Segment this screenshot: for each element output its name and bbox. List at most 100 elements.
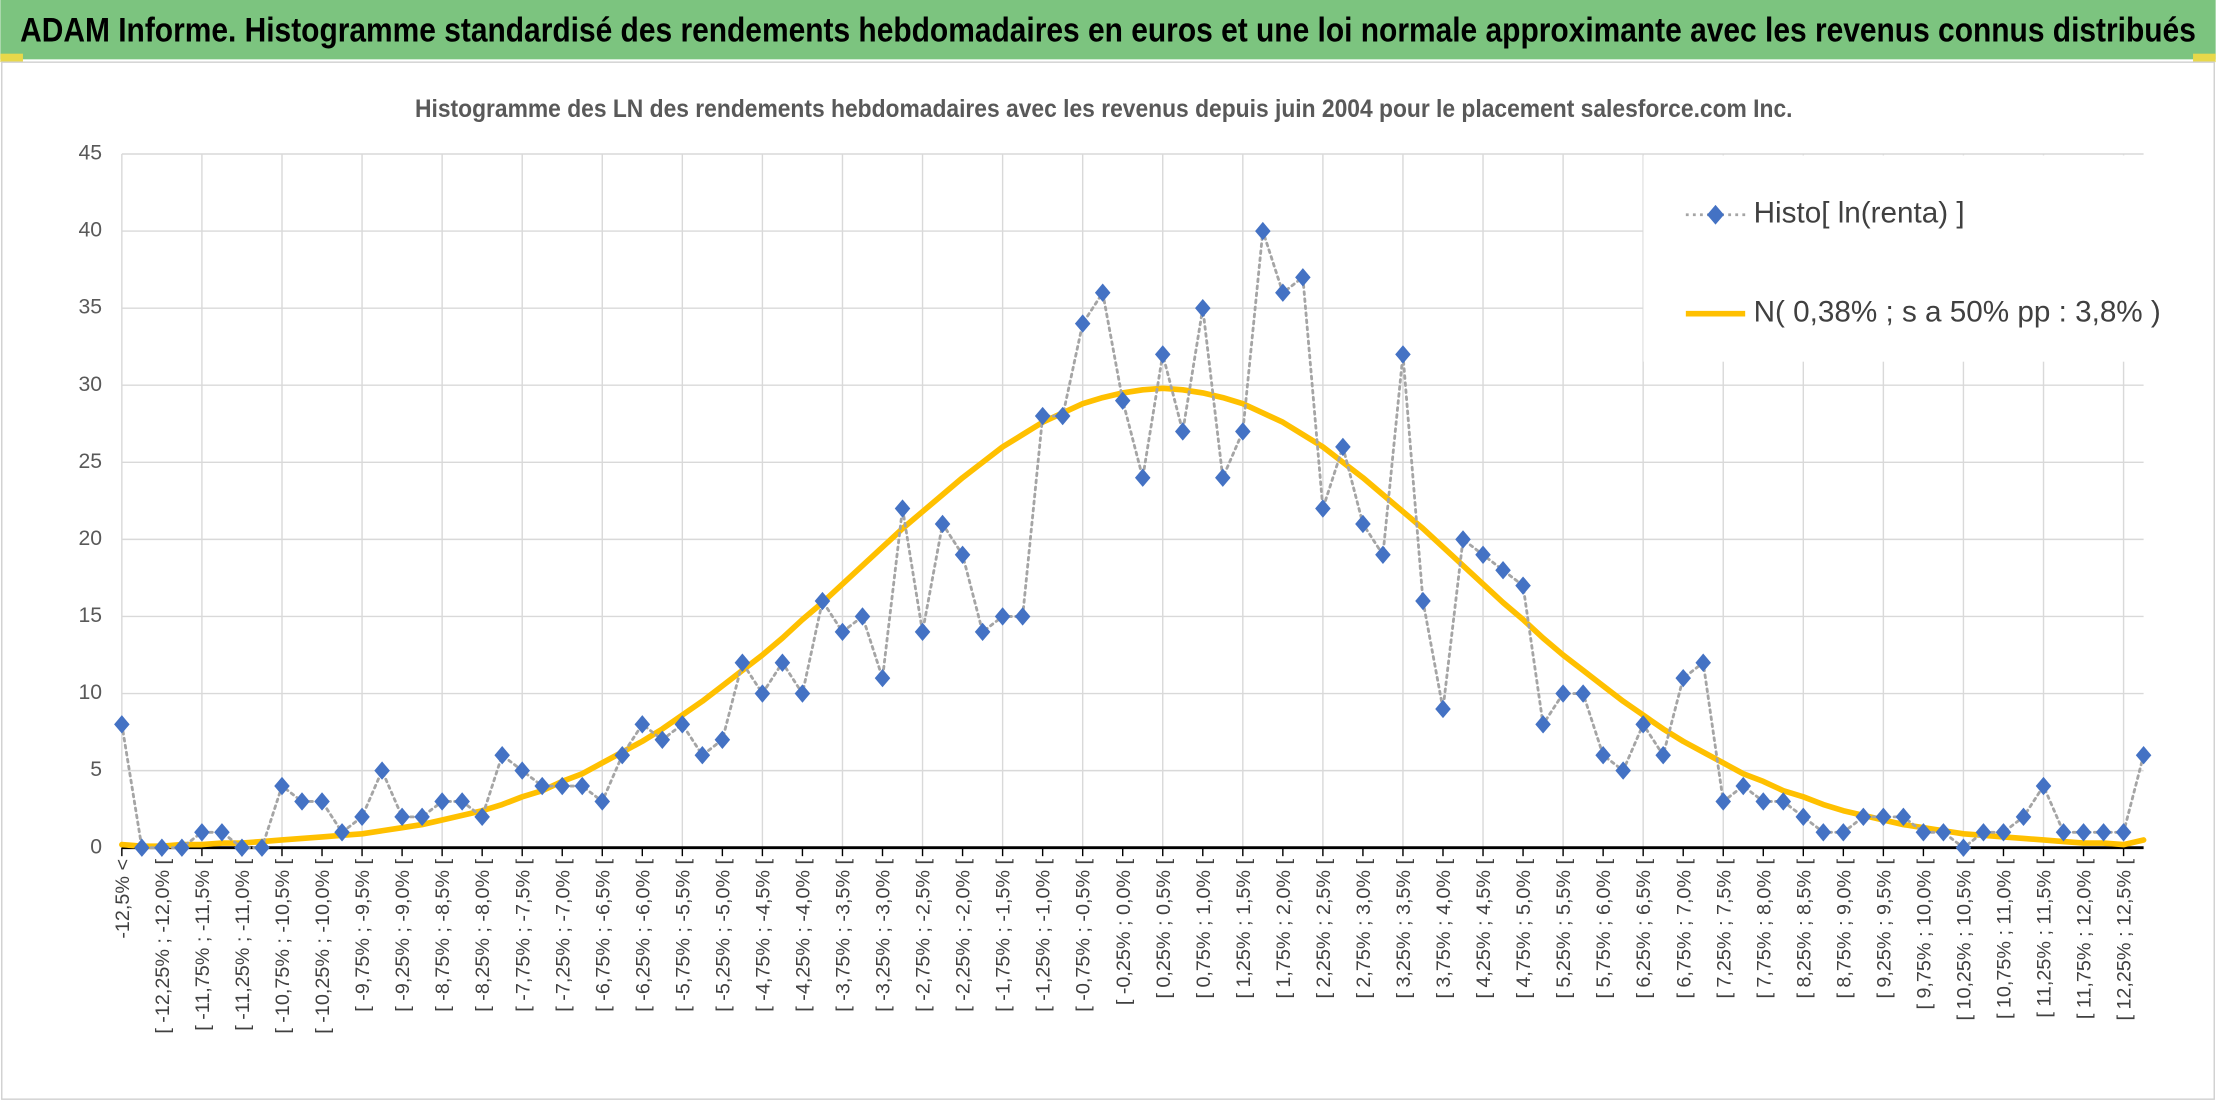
data-point <box>2135 746 2152 765</box>
y-tick-label: 15 <box>78 604 102 627</box>
legend-label: N( 0,38% ; s a 50% pp : 3,8% ) <box>1754 295 2161 328</box>
x-tick-label: [ 3,25% ; 3,5% [ <box>1393 858 1415 998</box>
data-point <box>1655 746 1671 765</box>
data-point <box>1335 437 1351 457</box>
data-point <box>354 807 370 827</box>
x-tick-label: [ 1,25% ; 1,5% [ <box>1233 858 1255 998</box>
x-tick-label: [ -3,25% ; -3,0% [ <box>873 858 895 1011</box>
data-point <box>1815 823 1832 842</box>
x-tick-label: [ -10,25% ; -10,0% [ <box>312 858 334 1033</box>
data-point <box>1675 668 1691 688</box>
data-point <box>914 622 931 642</box>
x-tick-label: [ 8,75% ; 9,0% [ <box>1833 858 1855 998</box>
data-point <box>1174 422 1191 441</box>
data-point <box>614 746 631 765</box>
data-point <box>1735 776 1752 796</box>
data-point <box>1915 823 1932 842</box>
data-point <box>394 807 410 827</box>
data-point <box>1795 807 1812 827</box>
data-point <box>654 730 671 749</box>
data-point <box>1695 653 1711 672</box>
x-tick-label: [ 8,25% ; 8,5% [ <box>1793 858 1815 998</box>
x-tick-label: [ 9,75% ; 10,0% [ <box>1913 858 1935 1009</box>
x-tick-label: [ 10,25% ; 10,5% [ <box>1954 858 1976 1020</box>
data-point <box>734 653 751 672</box>
data-point <box>1355 514 1371 534</box>
chart-title: ADAM Informe. Histogramme standardisé de… <box>20 11 2196 49</box>
data-point <box>694 746 711 765</box>
data-point <box>994 607 1011 626</box>
y-tick-label: 5 <box>90 758 102 781</box>
x-tick-label: [ 3,75% ; 4,0% [ <box>1433 858 1455 998</box>
data-point <box>314 792 330 811</box>
data-point <box>674 715 691 734</box>
x-tick-label: [ 2,75% ; 3,0% [ <box>1353 858 1375 998</box>
data-point <box>1555 684 1571 703</box>
data-point <box>1435 699 1451 719</box>
data-point <box>234 838 250 857</box>
data-point <box>1054 406 1071 426</box>
x-tick-label: [ -12,25% ; -12,0% [ <box>152 858 174 1033</box>
data-point <box>1154 345 1171 364</box>
data-point <box>1295 268 1311 287</box>
data-point <box>174 838 190 857</box>
x-tick-label: [ -6,25% ; -6,0% [ <box>632 858 654 1011</box>
data-point <box>1895 807 1912 827</box>
data-point <box>774 653 791 672</box>
data-point <box>1635 715 1651 734</box>
data-point <box>454 792 470 811</box>
x-tick-label: [ -5,25% ; -5,0% [ <box>712 858 734 1011</box>
data-point <box>854 607 871 626</box>
data-point <box>2015 807 2032 827</box>
data-point <box>414 807 430 827</box>
data-point <box>1014 607 1031 626</box>
plot-area <box>114 221 2152 857</box>
x-tick-label: [ -1,75% ; -1,5% [ <box>993 858 1015 1011</box>
data-point <box>1315 499 1331 518</box>
data-point <box>2075 823 2092 842</box>
x-tick-label: [ 12,25% ; 12,5% [ <box>2114 858 2136 1020</box>
data-point <box>814 591 831 611</box>
x-tick-label: [ -7,25% ; -7,0% [ <box>552 858 574 1011</box>
data-point <box>1935 823 1952 842</box>
data-point <box>594 792 611 811</box>
data-point <box>194 823 210 842</box>
y-tick-label: 25 <box>78 450 102 473</box>
x-tick-label: [ 11,25% ; 11,5% [ <box>2034 858 2056 1017</box>
x-tick-label: [ -11,25% ; -11,0% [ <box>232 859 254 1031</box>
data-point <box>1855 807 1872 827</box>
legend-marker <box>1707 204 1724 225</box>
x-tick-label: [ -7,75% ; -7,5% [ <box>512 858 534 1011</box>
x-tick-label: [ 7,75% ; 8,0% [ <box>1753 858 1775 998</box>
y-tick-label: 30 <box>78 373 102 396</box>
data-point <box>1535 715 1551 734</box>
data-point <box>874 668 891 688</box>
x-tick-label: [ 10,75% ; 11,0% [ <box>1994 858 2016 1019</box>
y-tick-label: 20 <box>78 527 102 550</box>
legend-label: Histo[ ln(renta) ] <box>1754 197 1965 230</box>
data-point <box>1375 545 1391 564</box>
data-point <box>894 499 911 518</box>
data-point <box>1275 283 1291 302</box>
x-tick-label: [ -3,75% ; -3,5% [ <box>833 858 855 1011</box>
data-point <box>474 807 490 827</box>
data-point <box>1755 792 1772 811</box>
x-tick-label: [ -2,25% ; -2,0% [ <box>953 858 975 1011</box>
data-point <box>934 514 951 534</box>
data-point <box>634 715 651 734</box>
data-point <box>1034 406 1051 426</box>
data-point <box>574 776 591 796</box>
legend-box <box>1643 155 2146 362</box>
chart-border <box>1 61 2215 1100</box>
x-tick-label: [ 6,75% ; 7,0% [ <box>1673 858 1695 998</box>
data-point <box>954 545 971 564</box>
data-point <box>1955 838 1972 857</box>
x-tick-label: [ -11,75% ; -11,5% [ <box>192 859 214 1031</box>
data-point <box>1515 576 1531 595</box>
x-tick-label: [ 0,75% ; 1,0% [ <box>1193 858 1215 998</box>
data-point <box>494 746 510 765</box>
x-tick-label: [ -0,25% ; 0,0% [ <box>1113 858 1135 1005</box>
data-point <box>534 776 550 796</box>
y-tick-label: 45 <box>78 142 102 165</box>
